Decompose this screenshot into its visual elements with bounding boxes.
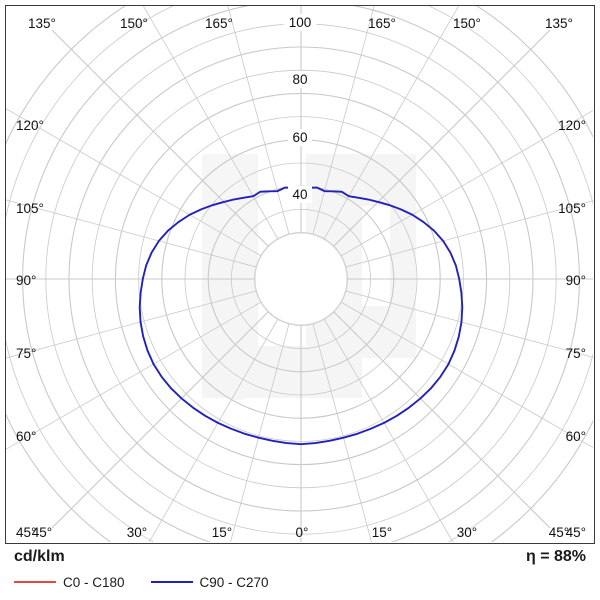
legend-line-swatch <box>150 581 193 583</box>
grid-spoke <box>6 108 302 280</box>
grid-spoke <box>6 278 302 450</box>
angle-tick-label: 150° <box>453 16 481 31</box>
radial-tick-label: 80 <box>292 72 307 87</box>
legend-area: cd/klm η = 88% C0 - C180 C90 - C270 <box>0 548 600 600</box>
radial-label-backdrop <box>288 71 312 88</box>
grid-spoke <box>51 278 302 529</box>
grid-spoke <box>300 278 372 542</box>
legend-item[interactable]: C90 - C270 <box>150 574 269 590</box>
plot-frame: 135°150°165°180°165°150°135°120°105°90°7… <box>5 5 595 544</box>
legend-item[interactable]: C0 - C180 <box>14 575 125 590</box>
angle-tick-label: 75° <box>566 346 586 361</box>
watermark-logo <box>202 154 416 400</box>
angle-tick-label: 150° <box>120 16 148 31</box>
grid-spoke <box>300 200 593 280</box>
legend-line-swatch <box>14 581 56 583</box>
legend-label: C90 - C270 <box>199 574 269 590</box>
grid-spoke <box>148 278 302 542</box>
angle-tick-label: 45° <box>566 525 586 540</box>
radial-label-backdrop <box>288 186 312 203</box>
grid-spoke <box>230 278 302 542</box>
grid-spoke <box>300 6 460 280</box>
radial-label-backdrop <box>283 14 317 31</box>
unit-label: cd/klm <box>14 548 65 565</box>
angle-tick-label: 0° <box>296 525 309 540</box>
data-series-group <box>138 186 464 446</box>
angle-tick-label: 165° <box>205 16 233 31</box>
radial-tick-label: 100 <box>289 15 312 30</box>
efficiency-label: η = 88% <box>525 548 586 565</box>
angle-tick-label: 75° <box>16 346 36 361</box>
angle-tick-label: 90° <box>16 273 36 288</box>
angle-tick-label: 45° <box>32 525 52 540</box>
grid-spoke <box>300 6 375 280</box>
axis-label-group: 135°150°165°180°165°150°135°120°105°90°7… <box>16 14 586 540</box>
grid-spoke <box>142 6 302 280</box>
radial-label-backdrop <box>288 129 312 146</box>
data-curve <box>138 186 464 446</box>
grid-spoke <box>300 278 593 449</box>
legend-items: C0 - C180 C90 - C270 <box>14 572 295 592</box>
angle-tick-label: 135° <box>545 16 573 31</box>
grid-spoke <box>300 278 454 542</box>
grid-spoke <box>300 278 593 358</box>
angle-tick-label: 165° <box>368 16 396 31</box>
grid-spoke <box>300 278 551 529</box>
angle-tick-label: 120° <box>16 118 44 133</box>
grid-spoke <box>6 278 302 359</box>
angle-tick-label: 105° <box>558 201 586 216</box>
angle-tick-label: 30° <box>457 525 477 540</box>
angle-tick-label: 45° <box>16 525 36 540</box>
grid-spoke <box>300 29 551 280</box>
angle-tick-label: 135° <box>28 16 56 31</box>
angle-tick-label: 60° <box>16 429 36 444</box>
angle-tick-label: 15° <box>212 525 232 540</box>
polar-diagram: 135°150°165°180°165°150°135°120°105°90°7… <box>6 6 593 542</box>
angle-tick-label: 45° <box>549 525 569 540</box>
grid-spoke <box>300 109 593 280</box>
grid-spoke <box>51 29 302 280</box>
angle-tick-label: 30° <box>127 525 147 540</box>
grid-spoke <box>6 199 302 280</box>
angle-tick-label: 15° <box>372 525 392 540</box>
radial-tick-label: 40 <box>292 187 307 202</box>
radial-tick-label: 60 <box>292 130 307 145</box>
center-disc <box>254 232 348 326</box>
legend-label: C0 - C180 <box>63 574 125 590</box>
angle-tick-label: 120° <box>558 118 586 133</box>
angle-tick-label: 60° <box>566 429 586 444</box>
angle-tick-label: 90° <box>566 273 586 288</box>
grid-spoke <box>227 6 302 280</box>
angle-tick-label: 105° <box>16 201 44 216</box>
